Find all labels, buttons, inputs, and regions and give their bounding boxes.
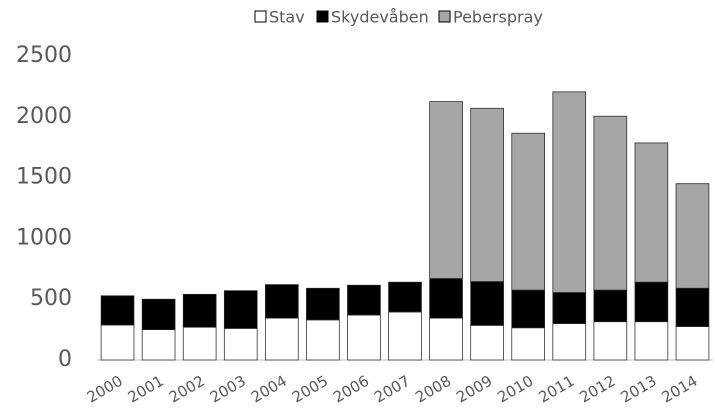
bar-segment <box>470 324 504 361</box>
legend-swatch <box>316 10 329 23</box>
bar-segment <box>429 278 463 319</box>
x-tick-label: 2002 <box>166 372 208 407</box>
bar-segment <box>429 101 463 279</box>
bar-segment <box>306 287 340 321</box>
bar-segment <box>634 281 669 323</box>
bar-segment <box>511 327 546 361</box>
legend-label: Skydevåben <box>331 8 429 27</box>
bar-segment <box>552 323 587 361</box>
bar-segment <box>388 311 422 361</box>
y-tick-label: 2000 <box>16 104 72 129</box>
bar-segment <box>223 328 258 361</box>
bar-segment <box>429 317 463 361</box>
bar-segment <box>552 292 587 324</box>
legend-swatch <box>254 10 267 23</box>
bar-segment <box>634 321 669 361</box>
bar-segment <box>388 281 422 313</box>
x-tick-label: 2010 <box>494 372 536 407</box>
legend-label: Peberspray <box>453 8 543 27</box>
x-tick-label: 2007 <box>371 372 413 407</box>
bar-segment <box>100 295 135 326</box>
bar-segment <box>347 314 381 361</box>
bar-segment <box>511 289 546 329</box>
bar-segment <box>552 91 587 293</box>
x-tick-label: 2011 <box>535 372 577 407</box>
x-tick-label: 2012 <box>577 372 619 407</box>
x-tick-label: 2000 <box>84 372 126 407</box>
x-tick-label: 2013 <box>618 372 660 407</box>
bar-segment <box>223 290 258 329</box>
bar-segment <box>182 326 217 361</box>
y-tick-label: 1000 <box>16 225 72 250</box>
bar-segment <box>141 329 176 361</box>
x-tick-label: 2008 <box>412 372 454 407</box>
bar-segment <box>593 289 628 323</box>
bar-segment <box>264 284 299 319</box>
y-tick-label: 500 <box>30 286 72 311</box>
x-tick-label: 2004 <box>248 372 290 407</box>
bar-segment <box>511 132 546 291</box>
bar-segment <box>347 284 381 316</box>
bar-segment <box>470 107 504 282</box>
bar-segment <box>141 298 176 330</box>
bar-segment <box>100 324 135 361</box>
x-tick-label: 2014 <box>659 372 701 407</box>
x-tick-label: 2003 <box>207 372 249 407</box>
y-tick-label: 2500 <box>16 43 72 68</box>
y-tick-label: 0 <box>58 347 72 372</box>
bar-segment <box>634 142 669 283</box>
x-tick-label: 2005 <box>289 372 331 407</box>
bar-segment <box>675 287 710 327</box>
y-tick-label: 1500 <box>16 165 72 190</box>
x-tick-label: 2006 <box>330 372 372 407</box>
bar-segment <box>675 183 710 289</box>
x-tick-label: 2009 <box>453 372 495 407</box>
x-tick-label: 2001 <box>125 372 167 407</box>
bar-segment <box>264 317 299 361</box>
bar-segment <box>306 319 340 361</box>
bar-segment <box>182 293 217 328</box>
bar-segment <box>675 326 710 361</box>
bar-segment <box>593 115 628 291</box>
legend-label: Stav <box>269 8 305 27</box>
legend-swatch <box>438 10 451 23</box>
bar-segment <box>470 281 504 326</box>
bar-segment <box>593 321 628 361</box>
